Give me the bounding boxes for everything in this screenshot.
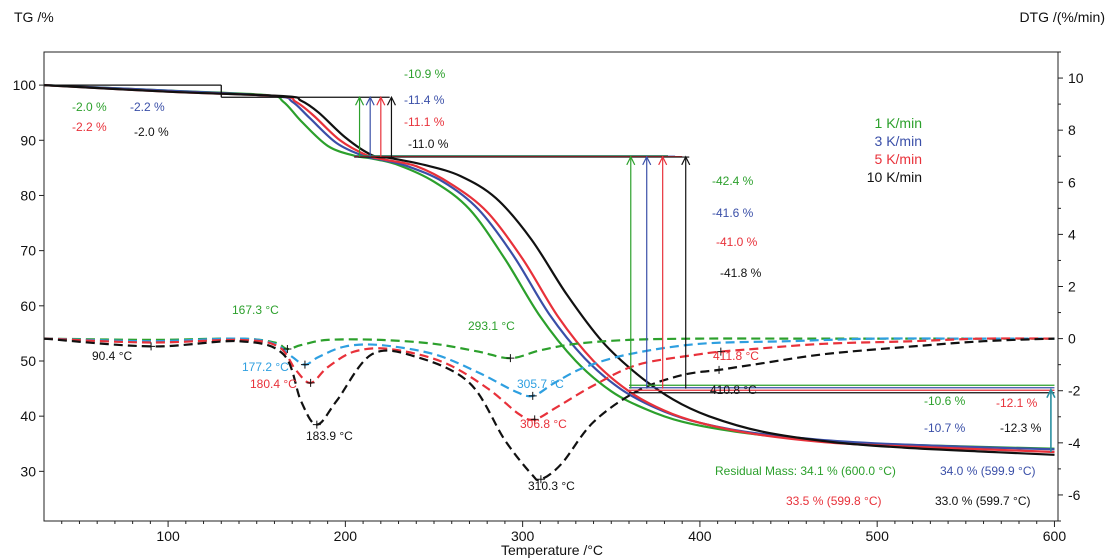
- mass-loss-label: -2.2 %: [72, 120, 107, 134]
- tg-curve: [43, 84, 1055, 456]
- mass-loss-label: -2.0 %: [134, 125, 169, 139]
- mass-loss-arrowhead: [376, 95, 386, 106]
- peak-marker: [147, 342, 156, 351]
- mass-loss-label: -10.7 %: [924, 421, 966, 435]
- residual-mass-label: 34.0 % (599.9 °C): [940, 464, 1036, 478]
- peak-marker: [715, 365, 724, 374]
- peak-marker: [283, 345, 292, 354]
- peak-label: 90.4 °C: [92, 349, 132, 363]
- peak-label: 411.8 °C: [713, 349, 759, 363]
- legend-entry: 1 K/min: [875, 115, 922, 131]
- peak-marker: [530, 415, 539, 424]
- peak-marker: [300, 360, 309, 369]
- y-right-tick-label: 2: [1068, 279, 1076, 295]
- mass-loss-label: -41.0 %: [716, 235, 758, 249]
- mass-loss-label: -11.4 %: [404, 93, 445, 107]
- mass-loss-label: -42.4 %: [712, 174, 754, 188]
- residual-mass-label: 33.0 % (599.7 °C): [935, 494, 1031, 508]
- x-tick-label: 400: [688, 528, 712, 544]
- residual-mass-label: Residual Mass: 34.1 % (600.0 °C): [715, 464, 896, 478]
- legend-entry: 5 K/min: [875, 151, 922, 167]
- y-right-tick-label: 6: [1068, 174, 1076, 190]
- y-left-tick-label: 80: [20, 187, 36, 203]
- mass-loss-arrowhead: [681, 155, 691, 166]
- mass-loss-arrowhead: [355, 95, 365, 106]
- y-right-tick-label: -4: [1068, 435, 1081, 451]
- y-right-tick-label: 10: [1068, 70, 1084, 86]
- x-axis-title: Temperature /°C: [501, 542, 603, 558]
- mass-loss-label: -12.3 %: [1000, 421, 1042, 435]
- tg-curve: [43, 84, 1055, 454]
- mass-loss-label: -12.1 %: [996, 396, 1038, 410]
- x-tick-label: 500: [866, 528, 890, 544]
- mass-loss-arrowhead: [365, 95, 375, 106]
- peak-marker: [306, 378, 315, 387]
- mass-loss-arrowhead: [386, 95, 396, 106]
- peak-label: 410.8 °C: [710, 383, 757, 397]
- peak-marker: [506, 354, 515, 363]
- peak-label: 305.7 °C: [517, 377, 564, 391]
- y-right-tick-label: -6: [1068, 487, 1081, 503]
- y-right-tick-label: -2: [1068, 383, 1081, 399]
- mass-loss-label: -11.0 %: [408, 137, 449, 151]
- y-left-tick-label: 100: [13, 77, 37, 93]
- right-axis-title: DTG /(%/min): [1019, 9, 1105, 25]
- y-left-tick-label: 40: [20, 408, 36, 424]
- mass-loss-arrowhead: [1046, 387, 1056, 399]
- peak-marker: [312, 420, 321, 429]
- mass-loss-label: -41.8 %: [720, 266, 762, 280]
- peak-label: 177.2 °C: [242, 360, 289, 374]
- y-left-tick-label: 60: [20, 298, 36, 314]
- mass-loss-arrowhead: [642, 155, 652, 166]
- y-right-tick-label: 8: [1068, 122, 1076, 138]
- peak-label: 306.8 °C: [520, 417, 567, 431]
- y-left-tick-label: 70: [20, 243, 36, 259]
- mass-loss-label: -41.6 %: [712, 206, 754, 220]
- peak-label: 180.4 °C: [250, 377, 297, 391]
- peak-label: 167.3 °C: [232, 303, 279, 317]
- peak-label: 293.1 °C: [468, 319, 515, 333]
- dtg-curve: [43, 337, 1055, 421]
- x-tick-label: 100: [156, 528, 180, 544]
- dtg-curve: [43, 337, 1055, 360]
- mass-loss-label: -10.9 %: [404, 67, 446, 81]
- legend-entry: 3 K/min: [875, 133, 922, 149]
- mass-loss-arrowhead: [626, 155, 636, 166]
- x-tick-label: 200: [334, 528, 358, 544]
- peak-marker: [528, 391, 537, 400]
- y-left-tick-label: 30: [20, 463, 36, 479]
- x-tick-label: 300: [511, 528, 535, 544]
- peak-label: 310.3 °C: [528, 479, 575, 493]
- mass-loss-arrowhead: [658, 155, 668, 166]
- x-tick-label: 600: [1043, 528, 1067, 544]
- y-right-tick-label: 0: [1068, 331, 1076, 347]
- y-right-tick-label: 4: [1068, 226, 1076, 242]
- mass-loss-label: -2.2 %: [130, 100, 165, 114]
- legend-entry: 10 K/min: [867, 169, 922, 185]
- peak-marker: [716, 347, 725, 356]
- left-axis-title: TG /%: [14, 9, 54, 25]
- mass-loss-label: -11.1 %: [404, 115, 445, 129]
- dtg-curve: [43, 337, 1055, 482]
- y-left-tick-label: 90: [20, 132, 36, 148]
- peak-marker: [536, 475, 545, 484]
- residual-mass-label: 33.5 % (599.8 °C): [786, 494, 882, 508]
- y-left-tick-label: 50: [20, 353, 36, 369]
- mass-loss-label: -2.0 %: [72, 100, 107, 114]
- mass-loss-label: -10.6 %: [924, 394, 966, 408]
- peak-label: 183.9 °C: [306, 429, 353, 443]
